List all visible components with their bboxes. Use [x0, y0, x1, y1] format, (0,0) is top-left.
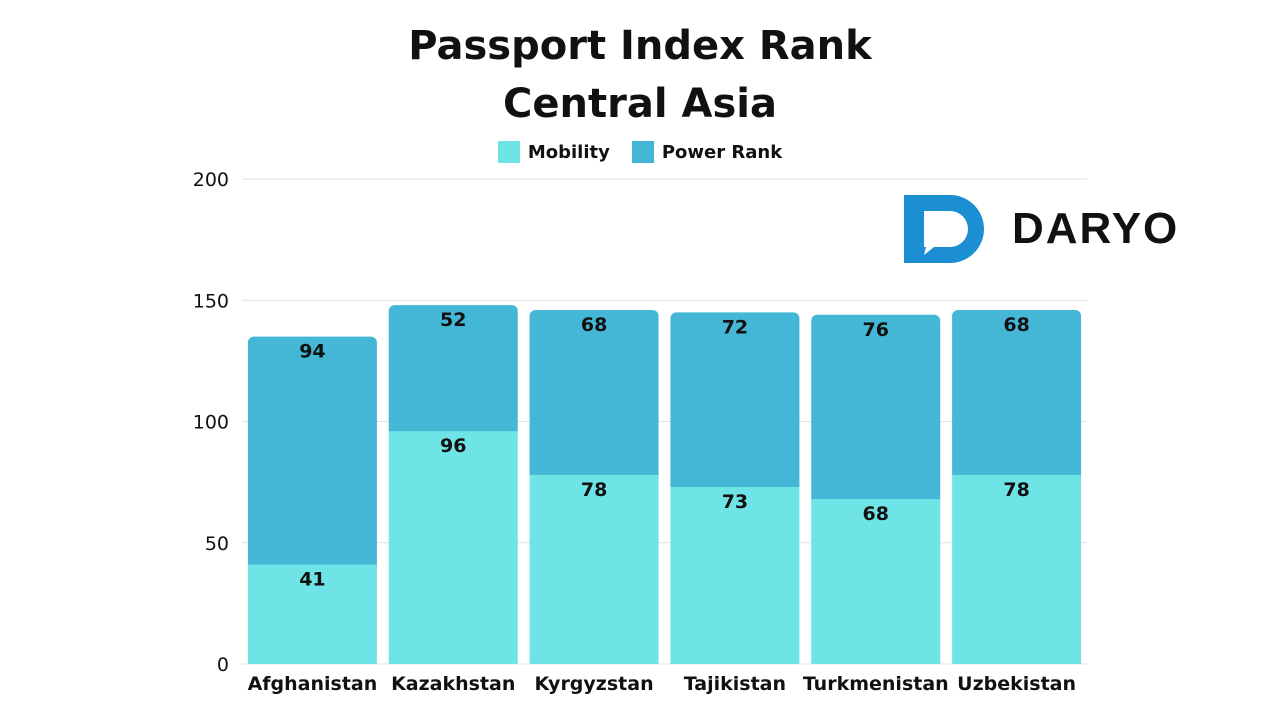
x-tick-label: Turkmenistan [803, 673, 949, 695]
data-label-mobility: 73 [722, 491, 748, 513]
x-tick-label: Kazakhstan [391, 673, 515, 695]
bar-power-rank [388, 305, 518, 438]
bar-power-rank [952, 309, 1082, 481]
bar-power-rank [670, 312, 800, 493]
legend-label-mobility: Mobility [527, 141, 610, 163]
data-label-power-rank: 94 [299, 341, 325, 363]
data-label-power-rank: 68 [1003, 314, 1029, 336]
y-tick-label: 100 [193, 412, 229, 434]
x-tick-label: Afghanistan [248, 673, 378, 695]
x-tick-label: Kyrgyzstan [535, 673, 654, 695]
legend-label-power-rank: Power Rank [661, 141, 783, 163]
data-label-mobility: 78 [581, 479, 607, 501]
data-label-power-rank: 76 [863, 319, 889, 341]
bar-power-rank [811, 314, 941, 506]
data-label-power-rank: 52 [440, 309, 466, 331]
data-label-mobility: 41 [299, 569, 325, 591]
data-label-power-rank: 72 [722, 316, 748, 338]
daryo-logo: DARYO [904, 195, 1179, 263]
data-label-mobility: 68 [863, 503, 889, 525]
bar-mobility [811, 499, 941, 664]
data-label-mobility: 96 [440, 435, 466, 457]
y-tick-label: 50 [205, 533, 229, 555]
bar-mobility [388, 431, 518, 664]
y-tick-label: 150 [193, 290, 229, 312]
y-tick-label: 0 [217, 654, 229, 676]
y-tick-label: 200 [193, 169, 229, 191]
bar-power-rank [529, 309, 659, 481]
bar-power-rank [247, 336, 377, 571]
bar-mobility [247, 564, 377, 664]
x-tick-label: Tajikistan [684, 673, 786, 695]
legend-item-power-rank: Power Rank [631, 141, 783, 163]
bar-mobility [529, 474, 659, 664]
legend: Mobility Power Rank [0, 141, 1280, 163]
daryo-logo-text: DARYO [1012, 204, 1180, 253]
legend-swatch-mobility [497, 141, 520, 163]
bar-mobility [670, 486, 800, 664]
bar-mobility [952, 474, 1082, 664]
x-tick-label: Uzbekistan [957, 673, 1076, 695]
legend-swatch-power-rank [631, 141, 654, 163]
chart-subtitle: Central Asia [503, 81, 777, 127]
daryo-logo-icon [904, 195, 984, 263]
chart-title: Passport Index Rank [408, 23, 872, 69]
legend-item-mobility: Mobility [497, 141, 610, 163]
data-label-power-rank: 68 [581, 314, 607, 336]
data-label-mobility: 78 [1003, 479, 1029, 501]
